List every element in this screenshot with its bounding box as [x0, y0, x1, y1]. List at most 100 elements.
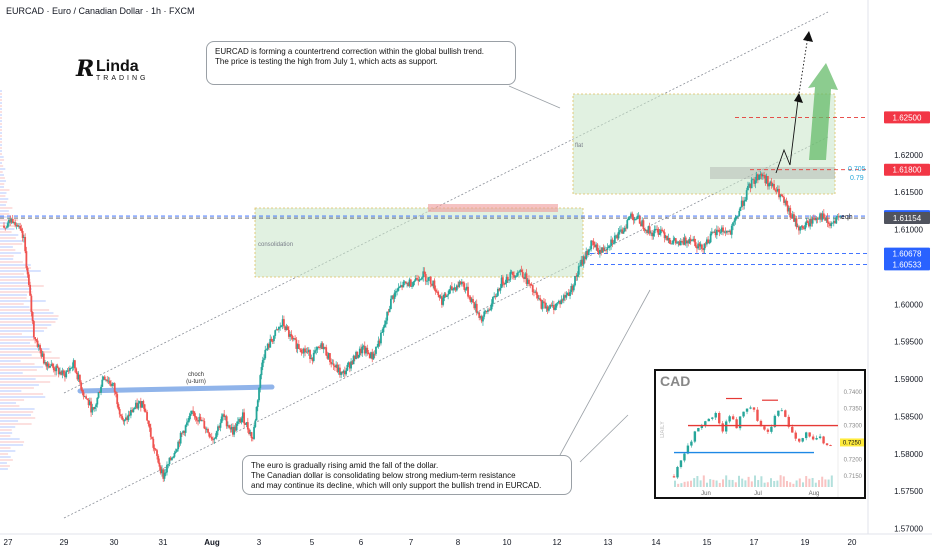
candle-body: [74, 360, 76, 369]
candle-body: [474, 303, 477, 309]
candle-body: [754, 180, 757, 184]
candle-body: [281, 319, 284, 326]
candle-body: [207, 428, 209, 433]
inset-candle-body: [738, 416, 742, 429]
inset-volume-bar: [821, 476, 824, 487]
candle-body: [765, 176, 768, 184]
candle-body: [302, 348, 305, 354]
candle-body: [380, 332, 382, 344]
candle-body: [780, 194, 783, 197]
candle-body: [370, 352, 372, 359]
candle-body: [467, 286, 469, 297]
candle-body: [584, 256, 586, 260]
candle-body: [727, 230, 729, 232]
candle-body: [4, 227, 7, 229]
candle-body: [361, 346, 364, 354]
volume-profile-bar: [0, 357, 60, 359]
inset-volume-bar: [686, 481, 689, 487]
volume-profile-bar: [0, 309, 50, 311]
candle-body: [173, 452, 176, 457]
candle-body: [441, 296, 443, 305]
candle-body: [506, 276, 509, 281]
candle-body: [25, 251, 28, 268]
volume-profile-bar: [0, 429, 12, 431]
bottom-callout-pointer-2: [579, 414, 629, 463]
volume-profile-bar: [0, 252, 22, 254]
candle-body: [352, 355, 355, 365]
flat-label: flat: [575, 143, 583, 149]
candle-body: [488, 309, 491, 311]
y-tick-label: 1.58500: [894, 412, 923, 421]
candle-body: [448, 289, 451, 295]
candle-body: [204, 428, 207, 430]
candle-body: [263, 358, 265, 361]
candle-body: [168, 457, 171, 465]
candle-body: [729, 231, 732, 235]
inset-candle-body: [763, 426, 766, 430]
candle-body: [356, 351, 359, 358]
candle-body: [387, 311, 390, 313]
candle-body: [442, 297, 445, 305]
candle-body: [819, 213, 821, 219]
candle-body: [188, 416, 191, 421]
candle-body: [332, 363, 335, 366]
volume-profile-bar: [0, 462, 7, 464]
candle-body: [321, 343, 324, 350]
candle-body: [396, 290, 399, 292]
candle-body: [245, 422, 248, 425]
volume-profile-bar: [0, 258, 14, 260]
candle-body: [210, 437, 213, 440]
candle-body: [457, 285, 459, 287]
volume-profile-bar: [0, 210, 9, 212]
candle-body: [23, 237, 25, 238]
candle-body: [5, 227, 8, 229]
candle-body: [115, 391, 117, 395]
candle-body: [577, 266, 580, 275]
candle-body: [83, 396, 86, 398]
candle-body: [357, 354, 360, 358]
candle-body: [56, 365, 59, 368]
candle-body: [228, 425, 231, 428]
candle-body: [622, 231, 625, 234]
candle-body: [208, 432, 211, 437]
candle-body: [372, 353, 375, 360]
candle-body: [758, 174, 761, 180]
volume-profile-bar: [0, 192, 7, 194]
volume-profile-bar: [0, 231, 12, 233]
inset-x-tick: Aug: [809, 491, 820, 497]
candle-body: [586, 251, 589, 256]
candle-body: [788, 207, 790, 212]
candle-body: [761, 175, 764, 177]
inset-candle-body: [735, 419, 738, 429]
inset-candle-body: [822, 436, 825, 444]
candle-body: [652, 233, 655, 237]
candle-body: [557, 300, 560, 303]
candle-body: [32, 321, 35, 338]
candle-body: [709, 233, 712, 243]
candle-body: [551, 304, 554, 306]
volume-profile-bar: [0, 138, 2, 140]
candle-body: [575, 276, 578, 277]
candle-body: [351, 361, 354, 365]
inset-candle-body: [697, 428, 700, 432]
volume-profile-bar: [0, 432, 13, 434]
volume-profile-bar: [0, 189, 10, 191]
candle-body: [151, 436, 153, 439]
candle-body: [817, 218, 820, 220]
volume-profile-bar: [0, 468, 8, 470]
candle-body: [735, 216, 738, 218]
candle-body: [39, 345, 41, 350]
inset-volume-bar: [699, 480, 702, 487]
candle-body: [779, 194, 782, 198]
candle-body: [433, 280, 436, 290]
brand-logo: R Linda TRADING: [76, 56, 146, 86]
inset-candle-body: [777, 410, 780, 416]
inset-volume-bar: [744, 480, 747, 487]
projection-path: [775, 99, 799, 174]
candle-body: [804, 225, 807, 230]
candle-body: [301, 352, 304, 354]
volume-profile-bar: [0, 312, 54, 314]
candle-body: [462, 281, 464, 284]
